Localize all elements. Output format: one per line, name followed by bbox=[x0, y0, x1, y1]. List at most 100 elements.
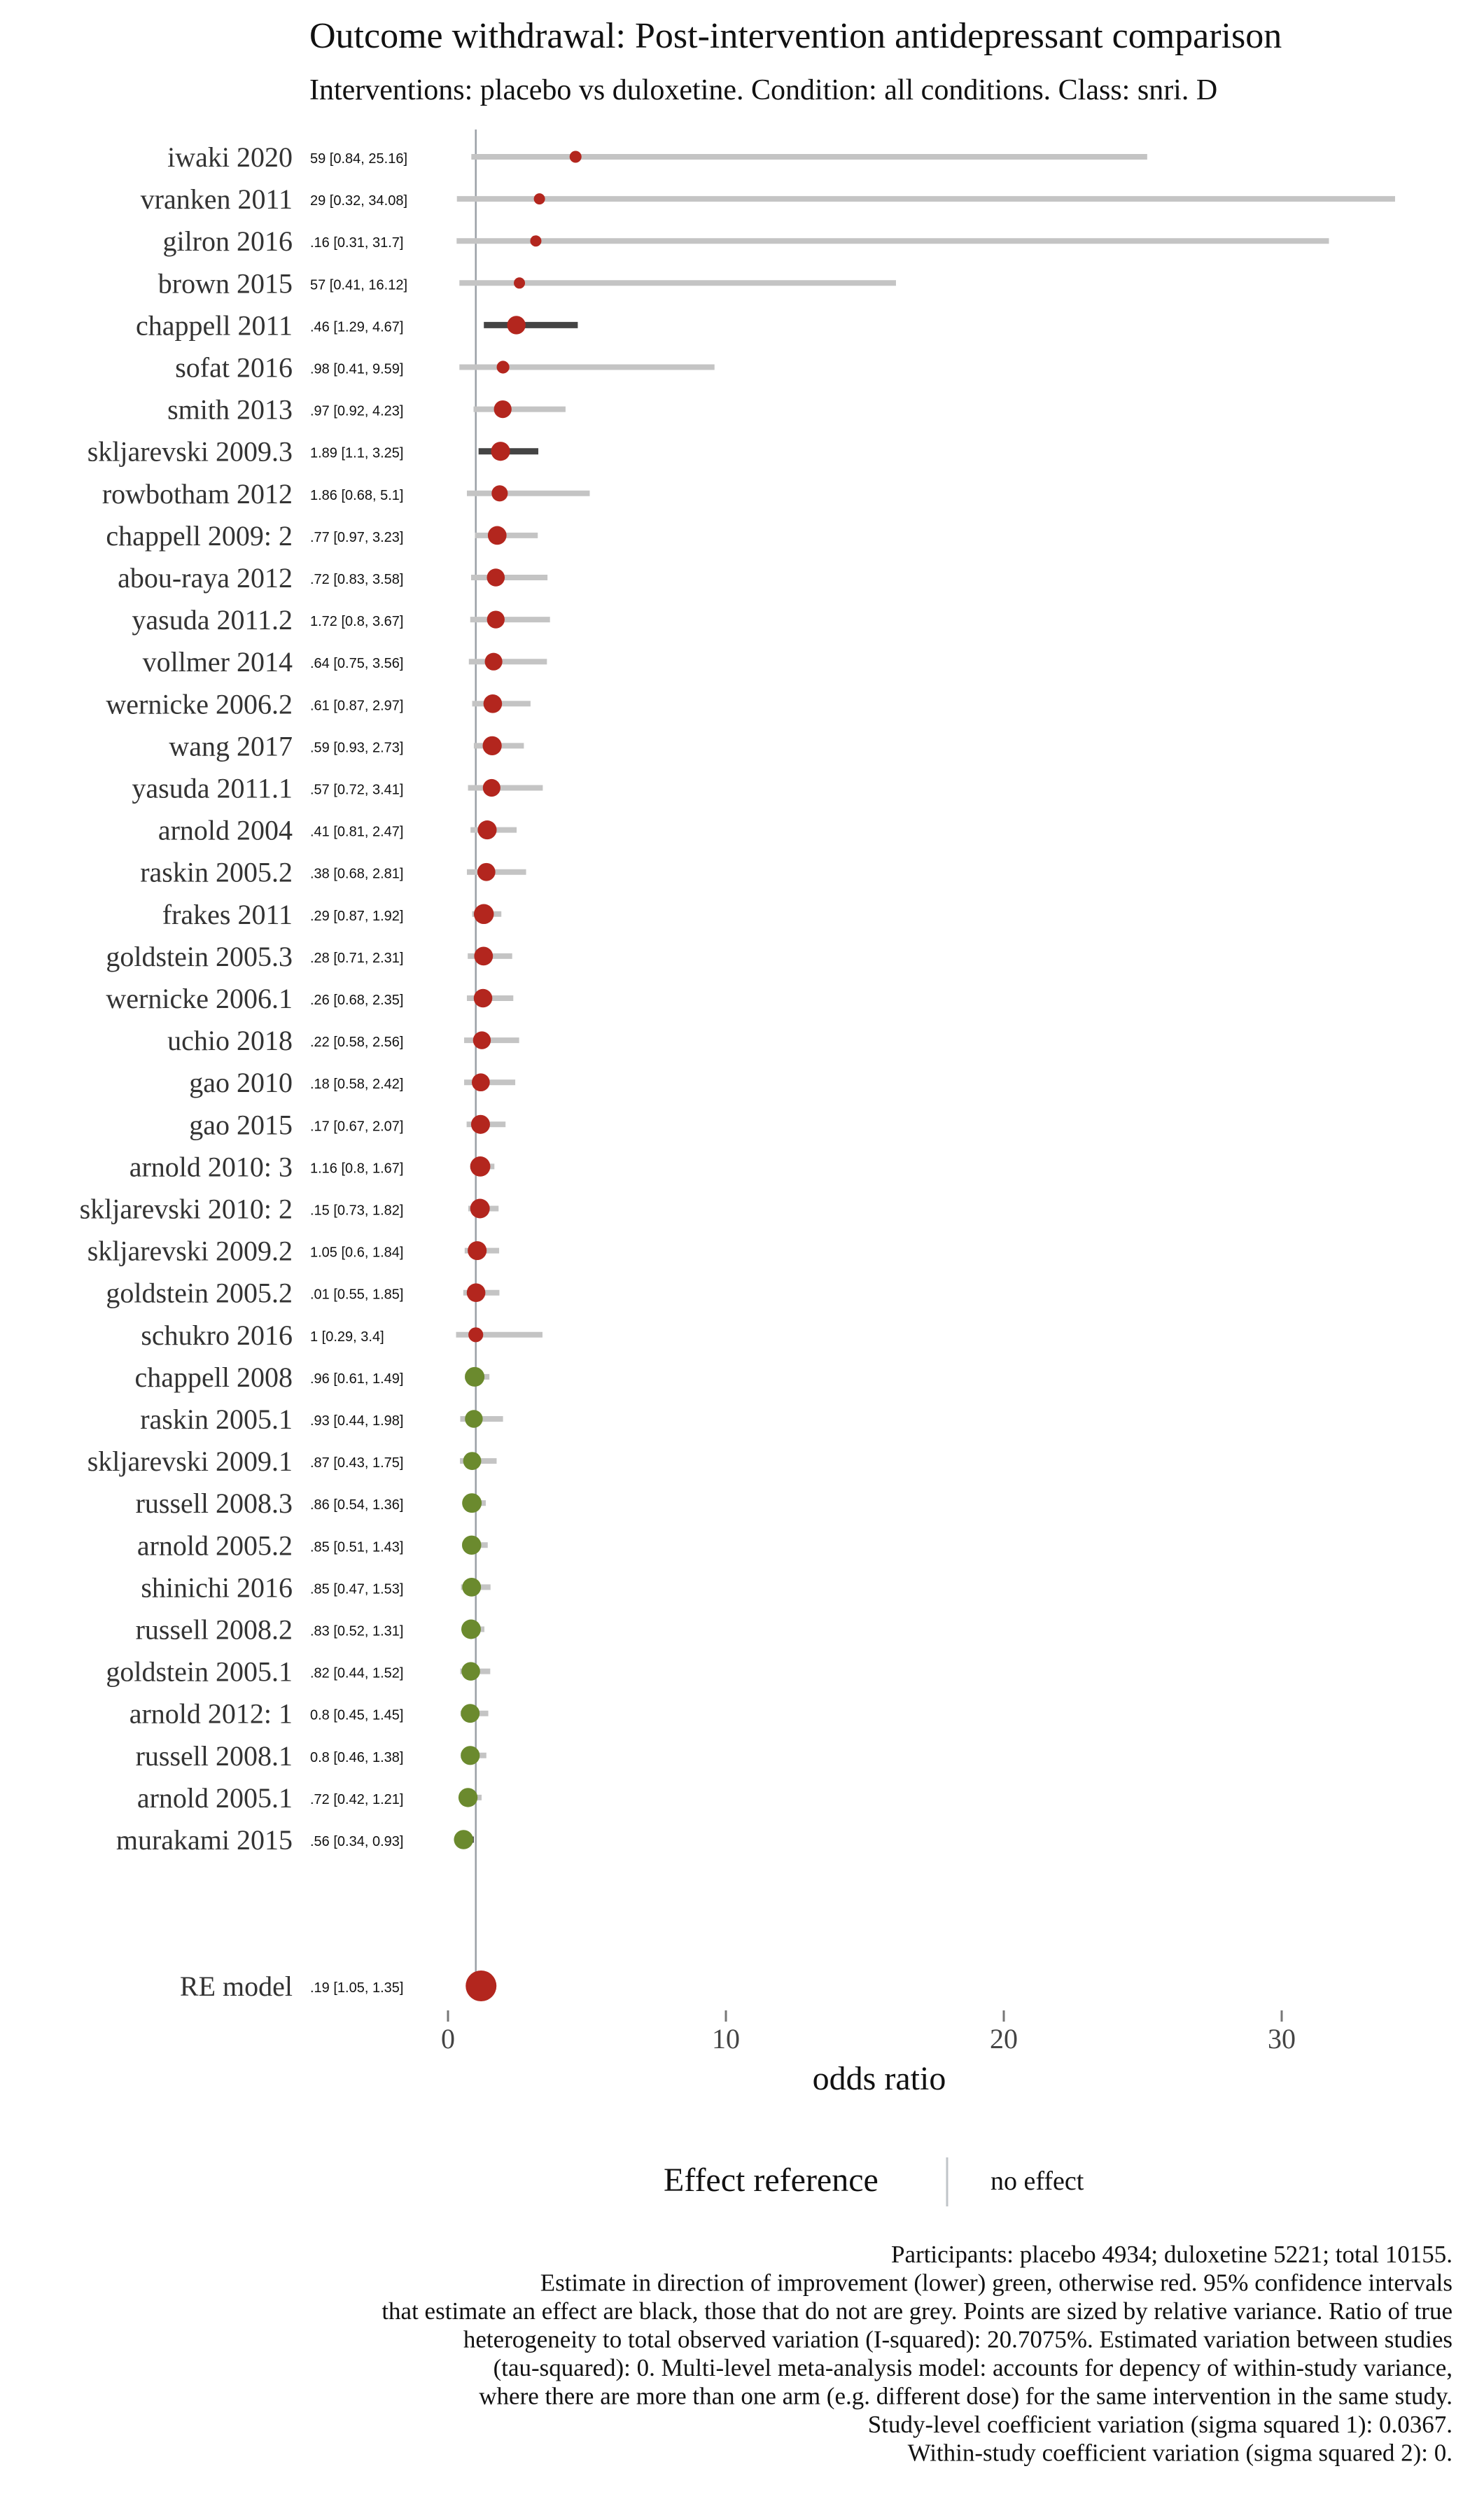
estimate-label: 1.86 [0.68, 5.1] bbox=[310, 488, 403, 503]
point-estimate bbox=[461, 1662, 480, 1681]
study-label: skljarevski 2009.1 bbox=[88, 1446, 293, 1477]
study-label: goldstein 2005.2 bbox=[106, 1278, 293, 1309]
estimate-label: 1.89 [1.1, 3.25] bbox=[310, 446, 403, 461]
study-label: wernicke 2006.1 bbox=[106, 983, 293, 1014]
study-label: shinichi 2016 bbox=[141, 1572, 293, 1603]
point-estimate bbox=[470, 1156, 491, 1177]
study-label: skljarevski 2009.2 bbox=[88, 1236, 293, 1267]
study-row: abou-raya 2012 .72 [0.83, 3.58] bbox=[118, 562, 548, 594]
point-estimate bbox=[470, 1114, 490, 1134]
study-label: chappell 2008 bbox=[135, 1362, 293, 1393]
study-row: goldstein 2005.2 .01 [0.55, 1.85] bbox=[106, 1278, 500, 1309]
estimate-label: 57 [0.41, 16.12] bbox=[310, 277, 407, 293]
study-label: wang 2017 bbox=[169, 730, 293, 762]
estimate-label: 59 [0.84, 25.16] bbox=[310, 151, 407, 167]
point-estimate bbox=[463, 1452, 482, 1471]
study-row: arnold 2005.1 .72 [0.42, 1.21] bbox=[137, 1782, 482, 1814]
estimate-label: .28 [0.71, 2.31] bbox=[310, 951, 403, 966]
study-row: chappell 2011 .46 [1.29, 4.67] bbox=[136, 309, 578, 341]
study-label: frakes 2011 bbox=[162, 899, 293, 930]
study-row: wernicke 2006.2 .61 [0.87, 2.97] bbox=[106, 688, 531, 720]
study-label: raskin 2005.1 bbox=[140, 1404, 293, 1435]
summary-estimate bbox=[465, 1970, 497, 2001]
study-row: iwaki 2020 59 [0.84, 25.16] bbox=[167, 141, 1147, 173]
estimate-label: .18 [0.58, 2.42] bbox=[310, 1077, 403, 1092]
study-row: russell 2008.1 0.8 [0.46, 1.38] bbox=[136, 1740, 486, 1772]
x-tick-label: 30 bbox=[1268, 2023, 1296, 2054]
study-label: yasuda 2011.2 bbox=[132, 604, 293, 636]
point-estimate bbox=[461, 1746, 480, 1765]
study-label: wernicke 2006.2 bbox=[106, 688, 293, 720]
estimate-label: 1.16 [0.8, 1.67] bbox=[310, 1161, 403, 1176]
caption-line: heterogeneity to total observed variatio… bbox=[463, 2326, 1452, 2353]
estimate-label: .22 [0.58, 2.56] bbox=[310, 1035, 403, 1050]
study-label: russell 2008.1 bbox=[136, 1740, 293, 1772]
study-label: chappell 2009: 2 bbox=[106, 520, 293, 552]
study-label: rowbotham 2012 bbox=[102, 478, 293, 510]
point-estimate bbox=[473, 904, 494, 925]
summary-estimate-label: .19 [1.05, 1.35] bbox=[310, 1980, 403, 1996]
point-estimate bbox=[491, 485, 508, 502]
point-estimate bbox=[477, 820, 497, 840]
estimate-label: .26 [0.68, 2.35] bbox=[310, 993, 403, 1008]
study-label: arnold 2005.2 bbox=[137, 1530, 293, 1561]
point-estimate bbox=[482, 778, 500, 797]
chart-subtitle: Interventions: placebo vs duloxetine. Co… bbox=[309, 74, 1217, 106]
estimate-label: .29 [0.87, 1.92] bbox=[310, 909, 403, 924]
point-estimate bbox=[493, 400, 512, 419]
point-estimate bbox=[530, 235, 542, 247]
summary-row: RE model .19 [1.05, 1.35] bbox=[180, 1970, 497, 2002]
point-estimate bbox=[465, 1410, 483, 1428]
point-estimate bbox=[465, 1366, 485, 1387]
point-estimate bbox=[486, 568, 505, 587]
study-row: uchio 2018 .22 [0.58, 2.56] bbox=[167, 1025, 519, 1056]
caption-line: Estimate in direction of improvement (lo… bbox=[540, 2269, 1452, 2297]
caption-line: that estimate an effect are black, those… bbox=[382, 2297, 1452, 2325]
estimate-label: .17 [0.67, 2.07] bbox=[310, 1119, 403, 1134]
study-label: vranken 2011 bbox=[141, 183, 293, 215]
point-estimate bbox=[507, 316, 526, 335]
study-label: arnold 2012: 1 bbox=[130, 1698, 293, 1730]
legend: Effect reference no effect bbox=[664, 2157, 1084, 2206]
caption-line: where there are more than one arm (e.g. … bbox=[479, 2383, 1452, 2410]
point-estimate bbox=[477, 862, 496, 881]
study-row: raskin 2005.2 .38 [0.68, 2.81] bbox=[140, 857, 526, 888]
study-row: vranken 2011 29 [0.32, 34.08] bbox=[141, 183, 1395, 215]
estimate-label: .83 [0.52, 1.31] bbox=[310, 1624, 403, 1639]
study-row: gao 2010 .18 [0.58, 2.42] bbox=[189, 1067, 516, 1098]
estimate-label: .98 [0.41, 9.59] bbox=[310, 362, 403, 377]
estimate-label: .38 [0.68, 2.81] bbox=[310, 867, 403, 882]
point-estimate bbox=[473, 988, 493, 1008]
study-row: frakes 2011 .29 [0.87, 1.92] bbox=[162, 899, 502, 930]
point-estimate bbox=[462, 1493, 482, 1513]
caption-line: Within-study coefficient variation (sigm… bbox=[908, 2440, 1452, 2467]
study-label: gao 2010 bbox=[189, 1067, 293, 1098]
study-row: gao 2015 .17 [0.67, 2.07] bbox=[189, 1109, 506, 1140]
estimate-label: .57 [0.72, 3.41] bbox=[310, 783, 403, 798]
x-tick-label: 10 bbox=[712, 2023, 740, 2054]
study-label: smith 2013 bbox=[167, 394, 293, 426]
study-row: yasuda 2011.1 .57 [0.72, 3.41] bbox=[132, 773, 543, 804]
study-row: chappell 2008 .96 [0.61, 1.49] bbox=[135, 1362, 490, 1393]
study-label: yasuda 2011.1 bbox=[132, 773, 293, 804]
study-label: murakami 2015 bbox=[116, 1824, 293, 1856]
point-estimate bbox=[482, 736, 502, 756]
chart-title: Outcome withdrawal: Post-intervention an… bbox=[309, 16, 1282, 56]
estimate-label: .01 [0.55, 1.85] bbox=[310, 1287, 403, 1303]
x-axis-ticks: 0 10 20 30 bbox=[441, 2010, 1296, 2054]
study-row: skljarevski 2009.2 1.05 [0.6, 1.84] bbox=[88, 1236, 500, 1267]
study-row: skljarevski 2009.3 1.89 [1.1, 3.25] bbox=[88, 436, 539, 468]
study-row: arnold 2004 .41 [0.81, 2.47] bbox=[158, 815, 517, 846]
estimate-label: .82 [0.44, 1.52] bbox=[310, 1666, 403, 1681]
estimate-label: .85 [0.47, 1.53] bbox=[310, 1581, 403, 1597]
legend-title: Effect reference bbox=[664, 2162, 878, 2199]
study-label: skljarevski 2009.3 bbox=[88, 436, 293, 468]
study-label: abou-raya 2012 bbox=[118, 562, 293, 594]
point-estimate bbox=[569, 150, 582, 163]
point-estimate bbox=[474, 946, 493, 966]
study-label: goldstein 2005.1 bbox=[106, 1656, 293, 1688]
estimate-label: 0.8 [0.46, 1.38] bbox=[310, 1750, 403, 1765]
study-row: wang 2017 .59 [0.93, 2.73] bbox=[169, 730, 524, 762]
estimate-label: .77 [0.97, 3.23] bbox=[310, 530, 403, 545]
